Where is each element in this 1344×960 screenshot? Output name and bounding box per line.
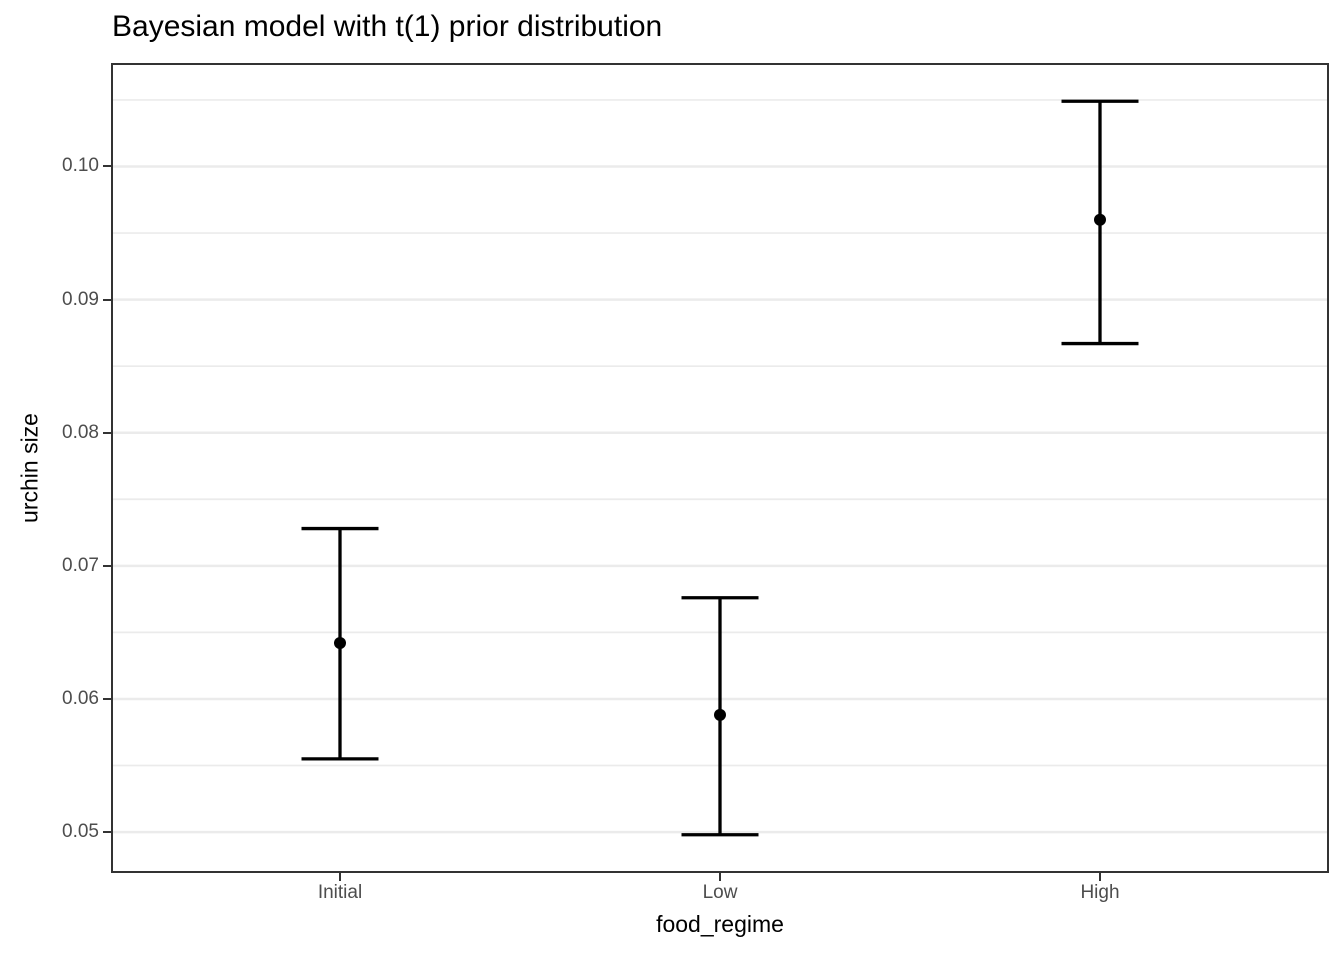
y-tick-label: 0.05 xyxy=(62,821,99,843)
x-tick-label: High xyxy=(1080,882,1120,903)
x-tick-mark xyxy=(719,873,721,881)
y-tick-mark xyxy=(103,431,112,434)
y-tick-label: 0.08 xyxy=(62,421,99,443)
chart-title: Bayesian model with t(1) prior distribut… xyxy=(112,10,663,43)
y-tick-mark xyxy=(103,564,112,567)
plot-panel xyxy=(112,64,1328,872)
data-point xyxy=(334,637,346,650)
y-tick-mark xyxy=(103,298,112,301)
x-tick-mark xyxy=(339,873,341,881)
y-tick-label: 0.10 xyxy=(62,155,99,177)
data-point xyxy=(714,708,726,721)
y-tick-label: 0.07 xyxy=(62,554,99,576)
y-tick-label: 0.09 xyxy=(62,288,99,310)
data-point xyxy=(1094,213,1106,226)
chart-canvas xyxy=(112,99,1328,837)
x-tick-label: Low xyxy=(702,882,738,903)
x-tick-mark xyxy=(1099,873,1101,881)
x-tick-label: Initial xyxy=(317,882,363,903)
y-tick-mark xyxy=(103,831,112,834)
x-axis-title: food_regime xyxy=(656,911,784,937)
y-tick-mark xyxy=(103,697,112,700)
y-tick-mark xyxy=(103,165,112,168)
y-tick-label: 0.06 xyxy=(62,687,99,709)
